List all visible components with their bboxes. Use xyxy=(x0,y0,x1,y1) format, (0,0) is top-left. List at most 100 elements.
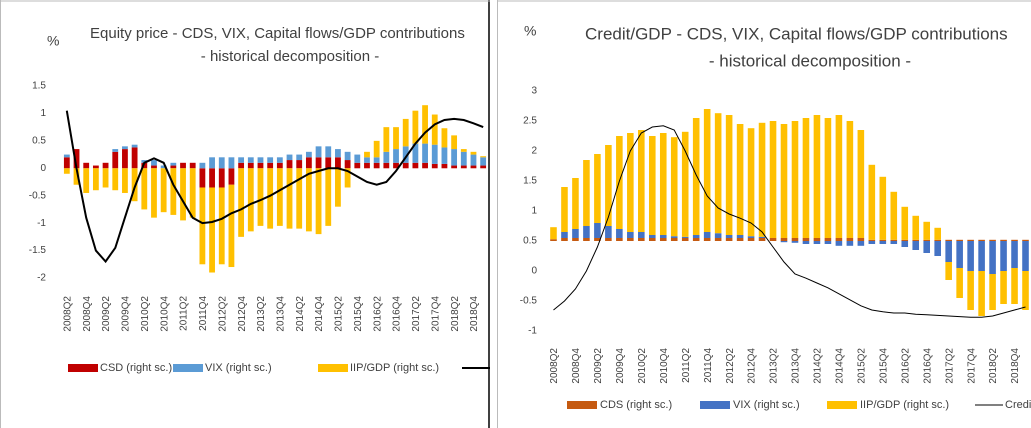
bar xyxy=(102,162,109,169)
y-tick-label: -2 xyxy=(37,273,46,284)
bar xyxy=(802,118,810,238)
bar xyxy=(681,238,689,241)
bar xyxy=(451,149,458,166)
bar xyxy=(431,114,438,145)
x-tick-label: 2016Q2 xyxy=(900,348,911,384)
bar xyxy=(769,238,777,241)
x-tick-label: 2016Q2 xyxy=(372,296,383,332)
x-tick-label: 2009Q2 xyxy=(593,348,604,384)
bar xyxy=(912,239,920,241)
y-tick-label: -0.5 xyxy=(29,190,47,201)
legend-label: VIX (right sc.) xyxy=(205,362,272,374)
bar xyxy=(276,168,283,226)
bar xyxy=(315,146,322,158)
x-tick-label: 2016Q4 xyxy=(922,348,933,384)
x-tick-label: 2012Q2 xyxy=(725,348,736,384)
bar xyxy=(63,154,70,158)
bar xyxy=(758,236,766,238)
bar xyxy=(412,143,419,163)
legend-swatch xyxy=(68,364,98,372)
bar xyxy=(703,232,711,238)
bar xyxy=(714,238,722,241)
bar xyxy=(594,223,601,238)
bar xyxy=(978,271,985,316)
bar xyxy=(802,238,810,241)
bar xyxy=(257,157,264,163)
bar xyxy=(305,157,312,169)
bar xyxy=(835,241,843,246)
bar xyxy=(276,162,283,169)
line xyxy=(553,125,1026,318)
bar xyxy=(141,160,148,163)
bar xyxy=(725,115,733,235)
bar xyxy=(170,168,177,215)
legend-swatch xyxy=(318,364,348,372)
bar xyxy=(791,121,799,238)
bar xyxy=(857,238,865,241)
bar xyxy=(616,238,623,241)
legend-label: Credit/GDP xyxy=(1005,399,1031,411)
bar xyxy=(63,157,70,169)
bar xyxy=(912,241,920,250)
bar xyxy=(868,241,876,244)
bar xyxy=(83,168,90,193)
bar xyxy=(218,187,225,265)
bar xyxy=(1000,239,1007,241)
x-tick-label: 2014Q2 xyxy=(295,296,306,332)
bar xyxy=(73,149,80,169)
bar xyxy=(393,127,399,150)
x-tick-label: 2010Q2 xyxy=(637,348,648,384)
bar xyxy=(160,165,167,169)
bar xyxy=(480,165,487,169)
bar xyxy=(890,191,898,240)
x-tick-label: 2008Q4 xyxy=(571,348,582,384)
bar xyxy=(967,241,974,271)
x-tick-label: 2017Q4 xyxy=(430,296,441,332)
bar xyxy=(431,163,438,169)
bar xyxy=(670,238,678,241)
x-tick-label: 2012Q4 xyxy=(747,348,758,384)
bar xyxy=(835,238,843,241)
bar xyxy=(659,133,667,235)
y-axis-label: % xyxy=(47,33,59,49)
bar xyxy=(92,165,99,169)
x-tick-label: 2011Q2 xyxy=(179,296,190,331)
y-tick-label: 2.5 xyxy=(523,116,537,127)
bar xyxy=(648,235,656,238)
bar xyxy=(286,154,293,161)
bar xyxy=(681,131,689,237)
bar xyxy=(257,168,264,226)
bar xyxy=(73,168,80,185)
bar xyxy=(550,227,557,240)
x-tick-label: 2010Q4 xyxy=(159,296,170,332)
x-tick-label: 2013Q2 xyxy=(769,348,780,384)
bar xyxy=(344,151,351,161)
bar xyxy=(267,168,274,229)
bar xyxy=(422,105,428,144)
bar xyxy=(470,151,477,155)
legend-swatch xyxy=(700,401,730,409)
bar xyxy=(209,168,215,188)
bar xyxy=(956,241,963,268)
x-tick-label: 2015Q2 xyxy=(856,348,867,384)
bar xyxy=(901,241,909,247)
x-tick-label: 2010Q2 xyxy=(140,296,151,332)
bar xyxy=(736,238,744,241)
bar xyxy=(218,157,225,169)
bar xyxy=(247,162,254,169)
bar xyxy=(286,160,293,169)
bar xyxy=(238,162,245,169)
bar xyxy=(335,168,341,207)
bar xyxy=(441,128,448,148)
bar xyxy=(572,178,579,229)
bar xyxy=(305,168,312,232)
bar xyxy=(296,160,303,169)
bar xyxy=(846,238,854,241)
bar xyxy=(364,162,370,169)
bar xyxy=(228,184,235,268)
bar xyxy=(383,162,390,169)
bar xyxy=(659,238,667,241)
x-tick-label: 2018Q4 xyxy=(469,296,480,332)
bar xyxy=(257,162,264,169)
